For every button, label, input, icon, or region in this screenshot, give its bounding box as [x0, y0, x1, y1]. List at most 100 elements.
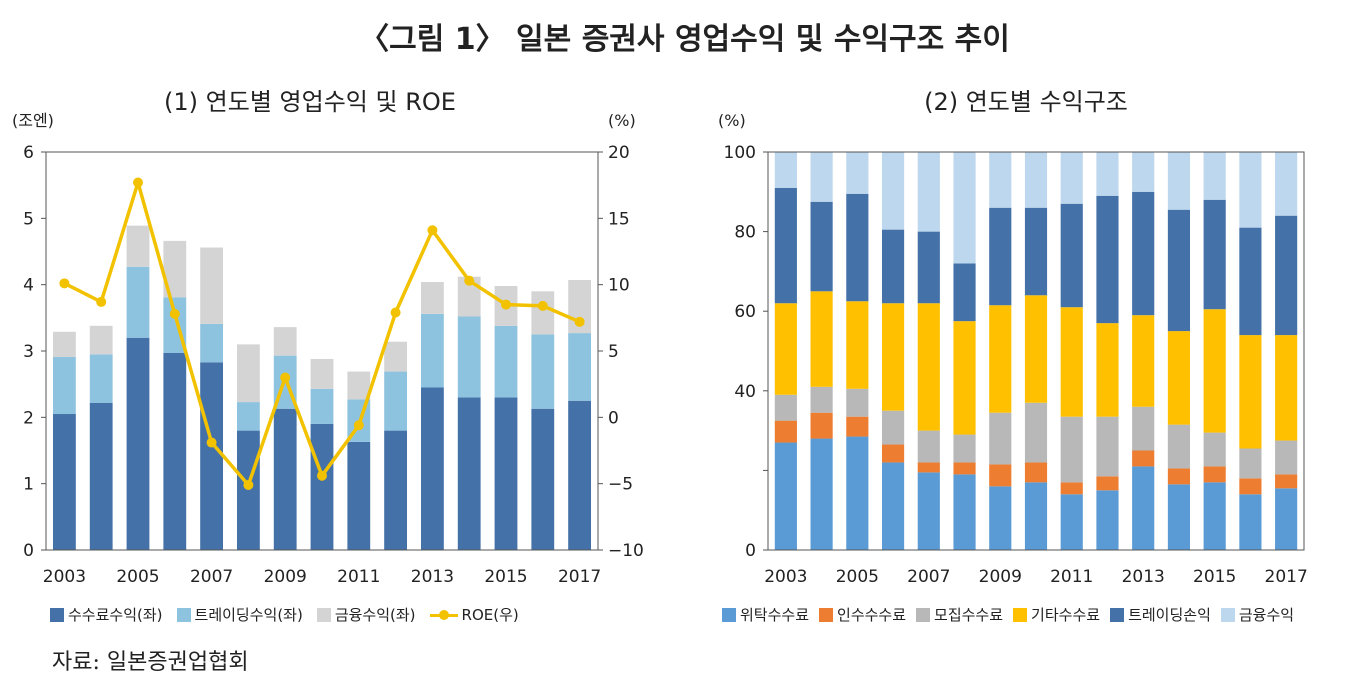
- legend-label: 금융수익(좌): [334, 606, 416, 624]
- chart2-bar-2016-s0: [1239, 494, 1262, 550]
- legend-swatch: [1110, 607, 1125, 622]
- chart2-bar-2005-s4: [846, 193, 869, 302]
- chart2-bar-2011-s5: [1060, 152, 1083, 204]
- legend-label: 금융수익: [1238, 606, 1295, 624]
- chart1-right-tick-label: −5: [608, 475, 633, 495]
- legend-label: 기타수수료: [1031, 606, 1101, 624]
- chart1-bar-2015-s1: [494, 325, 518, 398]
- chart2-bar-2014-s1: [1167, 468, 1191, 485]
- chart2-bar-2007-s2: [917, 430, 940, 463]
- chart1-bar-2007-s0: [200, 362, 224, 550]
- chart1-bar-2013-s1: [420, 313, 444, 388]
- chart2-x-tick-label: 2005: [836, 567, 879, 587]
- chart2-bar-2007-s1: [917, 462, 940, 473]
- chart2-bar-2009-s4: [989, 207, 1012, 306]
- chart2-bar-2004-s4: [810, 201, 833, 292]
- chart2-bar-2014-s0: [1167, 484, 1191, 550]
- chart2-bar-2005-s1: [846, 416, 869, 437]
- chart1-x-tick-label: 2007: [190, 567, 233, 587]
- chart2-legend-item: 인수수수료: [819, 604, 906, 625]
- chart2-x-tick-label: 2013: [1122, 567, 1165, 587]
- chart1-bar-2014-s1: [457, 316, 481, 398]
- legend-label: 트레이딩수익(좌): [194, 606, 303, 624]
- chart2-bar-2013-s0: [1132, 466, 1155, 550]
- chart1-roe-point-2008: [243, 479, 254, 490]
- chart1-bar-2016-s1: [531, 334, 555, 409]
- legend-swatch: [316, 607, 331, 622]
- chart2-bar-2009-s3: [989, 305, 1012, 413]
- chart2-bar-2007-s3: [917, 303, 940, 431]
- chart2-bar-2007-s4: [917, 231, 940, 304]
- chart2-bar-2003-s0: [774, 442, 797, 550]
- chart2-axis-unit: (%): [718, 111, 746, 130]
- chart1-bar-2003-s0: [52, 414, 76, 550]
- chart2-bar-2013-s3: [1132, 315, 1155, 407]
- chart2-bar-2005-s5: [846, 152, 869, 194]
- chart2-bar-2011-s1: [1060, 482, 1083, 495]
- chart1-x-tick-label: 2015: [484, 567, 527, 587]
- chart1-x-tick-label: 2005: [116, 567, 159, 587]
- chart1-roe-point-2009: [280, 372, 291, 383]
- chart1-bar-2003-s1: [52, 356, 76, 415]
- chart2-bar-2009-s5: [989, 152, 1012, 208]
- chart1-x-tick-label: 2017: [558, 567, 601, 587]
- chart1-bar-2017-s1: [568, 333, 592, 401]
- chart2-title: (2) 연도별 수익구조: [924, 88, 1128, 116]
- chart2-x-tick-label: 2003: [764, 567, 807, 587]
- chart1-left-tick-label: 6: [23, 143, 34, 163]
- legend-label: 위탁수수료: [740, 606, 810, 624]
- chart2-bar-2003-s3: [774, 303, 797, 395]
- legend-label: ROE(우): [461, 606, 519, 624]
- chart2-tick-label: 60: [734, 302, 756, 322]
- chart1-right-tick-label: 0: [608, 408, 619, 428]
- chart2-bar-2011-s3: [1060, 307, 1083, 417]
- legend-swatch: [50, 607, 64, 622]
- chart1-bar-2015-s0: [494, 397, 518, 550]
- chart1-roe-point-2011: [353, 420, 364, 431]
- chart2-bar-2013-s5: [1132, 152, 1155, 192]
- chart1-x-tick-label: 2013: [411, 567, 454, 587]
- chart2-bar-2008-s2: [953, 434, 976, 463]
- chart2-tick-label: 40: [734, 382, 756, 402]
- chart1-bar-2011-s0: [347, 441, 371, 550]
- chart2-bar-2017-s2: [1275, 440, 1298, 475]
- chart2-bar-2015-s4: [1203, 199, 1226, 310]
- chart1-title: (1) 연도별 영업수익 및 ROE: [164, 88, 456, 116]
- chart2-x-tick-label: 2011: [1050, 567, 1093, 587]
- chart2-bar-2003-s5: [774, 152, 797, 188]
- chart1-roe-point-2010: [317, 470, 327, 481]
- chart1-bar-2003-s2: [52, 331, 76, 357]
- chart2-x-tick-label: 2017: [1265, 567, 1308, 587]
- chart1-bar-2008-s2: [236, 344, 260, 403]
- legend-swatch: [176, 607, 191, 622]
- chart2-bar-2014-s4: [1167, 209, 1191, 332]
- chart1-bar-2017-s0: [568, 400, 592, 550]
- chart1-bar-2014-s2: [457, 276, 481, 317]
- chart1-legend: 수수료수익(좌) 트레이딩수익(좌) 금융수익(좌) ROE(우): [50, 604, 533, 625]
- chart2-bar-2005-s3: [846, 301, 869, 389]
- legend-swatch: [819, 607, 834, 622]
- chart1-bar-2016-s2: [531, 291, 555, 335]
- chart1-roe-point-2015: [501, 299, 511, 310]
- chart2-bar-2013-s1: [1132, 450, 1155, 467]
- chart1-x-tick-label: 2011: [337, 567, 380, 587]
- chart2-bar-2004-s2: [810, 386, 833, 413]
- chart1-legend-item: 트레이딩수익(좌): [176, 604, 303, 625]
- legend-label: 트레이딩손익: [1128, 606, 1211, 624]
- chart1-roe-point-2016: [537, 300, 548, 311]
- chart2-bar-2011-s0: [1060, 494, 1083, 550]
- chart2-bar-2013-s2: [1132, 406, 1155, 451]
- chart-revenue-structure: (2) 연도별 수익구조 (%) 0 40 60 80 100 2003 2005 2007 2…: [718, 88, 1308, 587]
- chart2-bar-2008-s1: [953, 462, 976, 475]
- chart2-bar-2004-s5: [810, 152, 833, 202]
- chart1-bar-2013-s2: [420, 282, 444, 314]
- chart1-right-tick-label: 5: [608, 342, 619, 362]
- chart1-bar-2016-s0: [531, 408, 555, 550]
- chart2-bar-2012-s4: [1096, 195, 1119, 324]
- chart1-bar-2008-s0: [236, 430, 260, 550]
- chart1-left-tick-label: 4: [23, 276, 34, 296]
- chart2-bar-2009-s2: [989, 412, 1012, 465]
- chart1-right-tick-label: 15: [608, 209, 630, 229]
- chart2-bar-2010-s5: [1024, 152, 1048, 208]
- chart2-bar-2017-s1: [1275, 474, 1298, 489]
